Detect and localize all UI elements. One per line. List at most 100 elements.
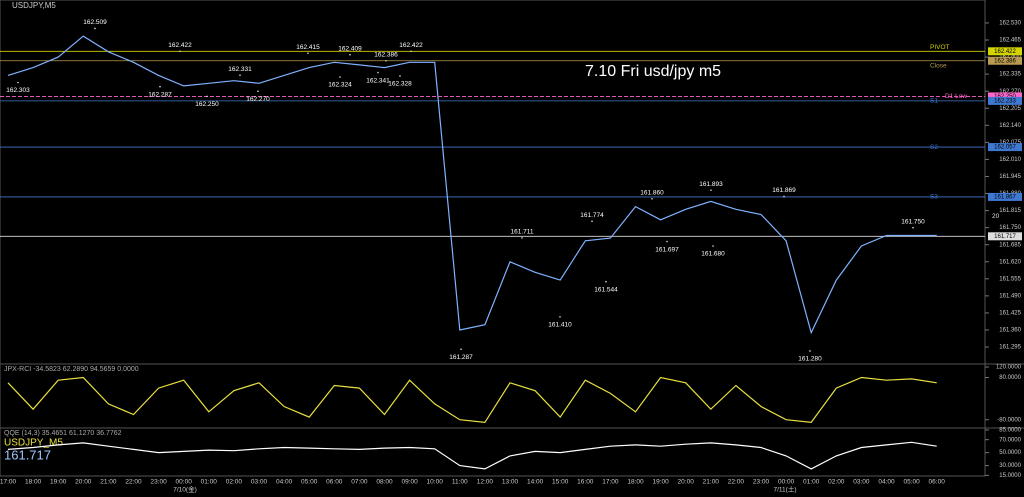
level-name: D1 Low	[945, 93, 967, 100]
x-tick-label: 05:00	[301, 479, 318, 486]
annotation-point	[783, 195, 785, 198]
y-tick-label: 162.205	[999, 106, 1021, 112]
series-line	[7, 376, 937, 424]
annotation-point	[159, 85, 161, 88]
annotation-label: 162.509	[83, 19, 107, 26]
annotation-label: 162.287	[148, 91, 172, 98]
series-line	[7, 35, 937, 335]
qqe-subtitle: USDJPY_M5	[4, 438, 63, 449]
x-tick-label: 04:00	[276, 479, 293, 486]
y-tick-label: 161.490	[999, 293, 1021, 299]
x-tick-label: 01:00	[201, 479, 218, 486]
x-tick-label: 19:00	[652, 479, 669, 486]
annotation-label: 162.386	[374, 51, 398, 58]
annotation-point	[94, 27, 96, 30]
rci-title: JPX-RCI -34.5823 62.2890 94.5659 0.0000	[4, 366, 139, 373]
annotation-label: 162.331	[228, 66, 252, 73]
annotation-point	[710, 189, 712, 191]
annotation-point	[339, 76, 341, 78]
annotation-label: 162.422	[168, 42, 192, 49]
y-tick-label: 161.945	[999, 174, 1021, 180]
symbol: USDJPY,M5	[12, 1, 56, 10]
level-name: S1	[930, 98, 938, 105]
level-box	[988, 92, 1022, 101]
date-label: 7/11(土)	[774, 485, 797, 494]
x-tick-label: 13:00	[502, 479, 519, 486]
annotation-point	[591, 220, 593, 223]
annotation-label: 161.410	[548, 322, 572, 329]
annotation-point	[179, 50, 181, 53]
x-tick-label: 03:00	[251, 479, 268, 486]
x-tick-label: 01:00	[803, 479, 820, 486]
y-tick-label: 30.0000	[999, 463, 1021, 469]
annotation-point	[349, 53, 351, 56]
x-tick-label: 14:00	[527, 479, 544, 486]
x-tick-label: 11:00	[452, 479, 468, 486]
y-tick-label: 85.0000	[999, 428, 1021, 434]
x-tick-label: 02:00	[226, 479, 243, 486]
y-tick-label: 161.295	[999, 345, 1021, 351]
x-tick-label: 06:00	[326, 479, 343, 486]
level-name: Close	[930, 62, 947, 69]
x-tick-label: 21:00	[100, 479, 117, 486]
level-name: S2	[930, 144, 938, 151]
y-tick-label: 161.815	[999, 208, 1021, 214]
annotation-label: 161.680	[701, 251, 725, 258]
annotation-label: 162.324	[328, 82, 352, 89]
frame	[0, 0, 986, 477]
x-tick-label: 20:00	[678, 479, 695, 486]
annotation-label: 161.280	[798, 356, 822, 363]
annotation-label: 162.303	[6, 87, 30, 94]
y-tick-label: 50.0000	[999, 450, 1021, 456]
level-price: 162.057	[994, 145, 1016, 151]
level-price: 162.233	[994, 98, 1016, 104]
annotation-label: 162.341	[366, 77, 390, 84]
y-tick-label: 161.360	[999, 328, 1021, 334]
y-tick-label: 161.555	[999, 276, 1021, 282]
x-tick-label: 03:00	[853, 479, 870, 486]
level-price: 162.422	[994, 49, 1016, 55]
annotation-point	[912, 226, 914, 229]
y-tick-label: 161.750	[999, 225, 1021, 231]
x-tick-label: 17:00	[0, 479, 17, 486]
y-tick-label: 162.335	[999, 72, 1021, 78]
x-tick-label: 18:00	[25, 479, 42, 486]
annotation-label: 161.697	[655, 246, 679, 253]
x-tick-label: 23:00	[753, 479, 770, 486]
y-tick-label: 161.425	[999, 311, 1021, 317]
x-tick-label: 17:00	[602, 479, 619, 486]
annotation-label: 162.409	[338, 45, 362, 52]
x-tick-label: 05:00	[903, 479, 920, 486]
annotation-label: 161.750	[901, 218, 925, 225]
annotation-label: 162.328	[388, 81, 412, 88]
y-tick-label: -80.0000	[997, 417, 1021, 423]
level-price: 162.386	[994, 58, 1016, 64]
x-tick-label: 00:00	[778, 479, 795, 486]
annotation-point	[377, 71, 379, 74]
annotation-point	[307, 52, 309, 54]
annotation-point	[809, 350, 811, 352]
y-tick-label: 120.0000	[996, 365, 1022, 371]
annotation-label: 162.415	[296, 44, 320, 51]
level-box	[988, 192, 1022, 201]
annotation-point	[559, 316, 561, 318]
x-tick-label: 22:00	[728, 479, 745, 486]
level-box	[988, 143, 1022, 152]
level-box	[988, 232, 1022, 241]
annotation-label: 161.287	[449, 354, 473, 361]
annotation-point	[399, 75, 401, 77]
annotation-point	[206, 95, 208, 98]
y-tick-label: 70.0000	[999, 437, 1021, 443]
y-tick-label: 162.270	[999, 89, 1021, 95]
annotation-point	[257, 90, 259, 92]
qqe-title: QQE (14,3) 35.4651 61.1270 36.7762	[4, 430, 122, 437]
x-tick-label: 19:00	[50, 479, 67, 486]
level-name: S3	[930, 194, 938, 201]
level-box	[988, 47, 1022, 56]
x-tick-label: 22:00	[125, 479, 142, 486]
annotation-point	[239, 74, 241, 76]
qqe-last: 161.717	[4, 447, 51, 462]
annotation-label: 161.869	[772, 187, 796, 194]
level-price: 161.717	[994, 234, 1016, 240]
